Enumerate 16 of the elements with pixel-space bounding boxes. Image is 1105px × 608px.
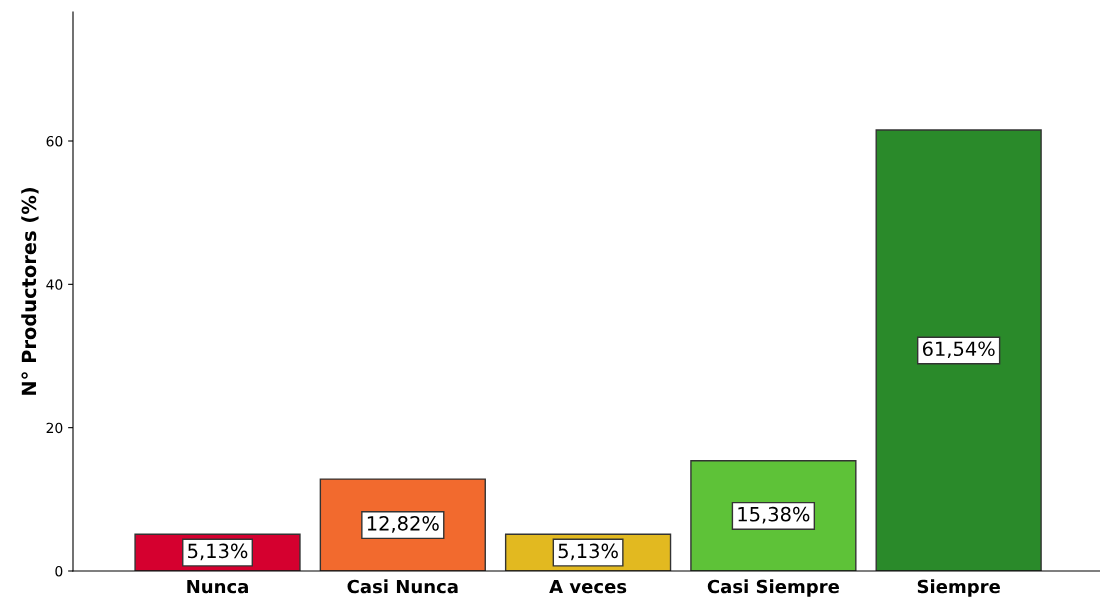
data-label: 5,13%: [558, 543, 618, 561]
y-axis-title: N° Productores (%): [21, 188, 39, 395]
y-tick-label: 60: [46, 135, 63, 147]
data-label: 12,82%: [367, 516, 439, 533]
y-tick-label: 40: [46, 279, 63, 290]
data-label: 61,54%: [922, 341, 995, 359]
x-tick-label: Casi Siempre: [707, 579, 839, 597]
bar: [875, 129, 1042, 571]
x-tick-label: Casi Nunca: [347, 579, 458, 594]
y-tick-label: 20: [46, 422, 63, 434]
data-label: 15,38%: [738, 506, 810, 524]
x-tick-label: Nunca: [187, 579, 248, 594]
x-tick-label: A veces: [549, 579, 627, 594]
y-tick-label: 0: [55, 565, 63, 577]
x-tick-label: Siempre: [917, 579, 1000, 597]
data-label: 5,13%: [188, 543, 248, 561]
